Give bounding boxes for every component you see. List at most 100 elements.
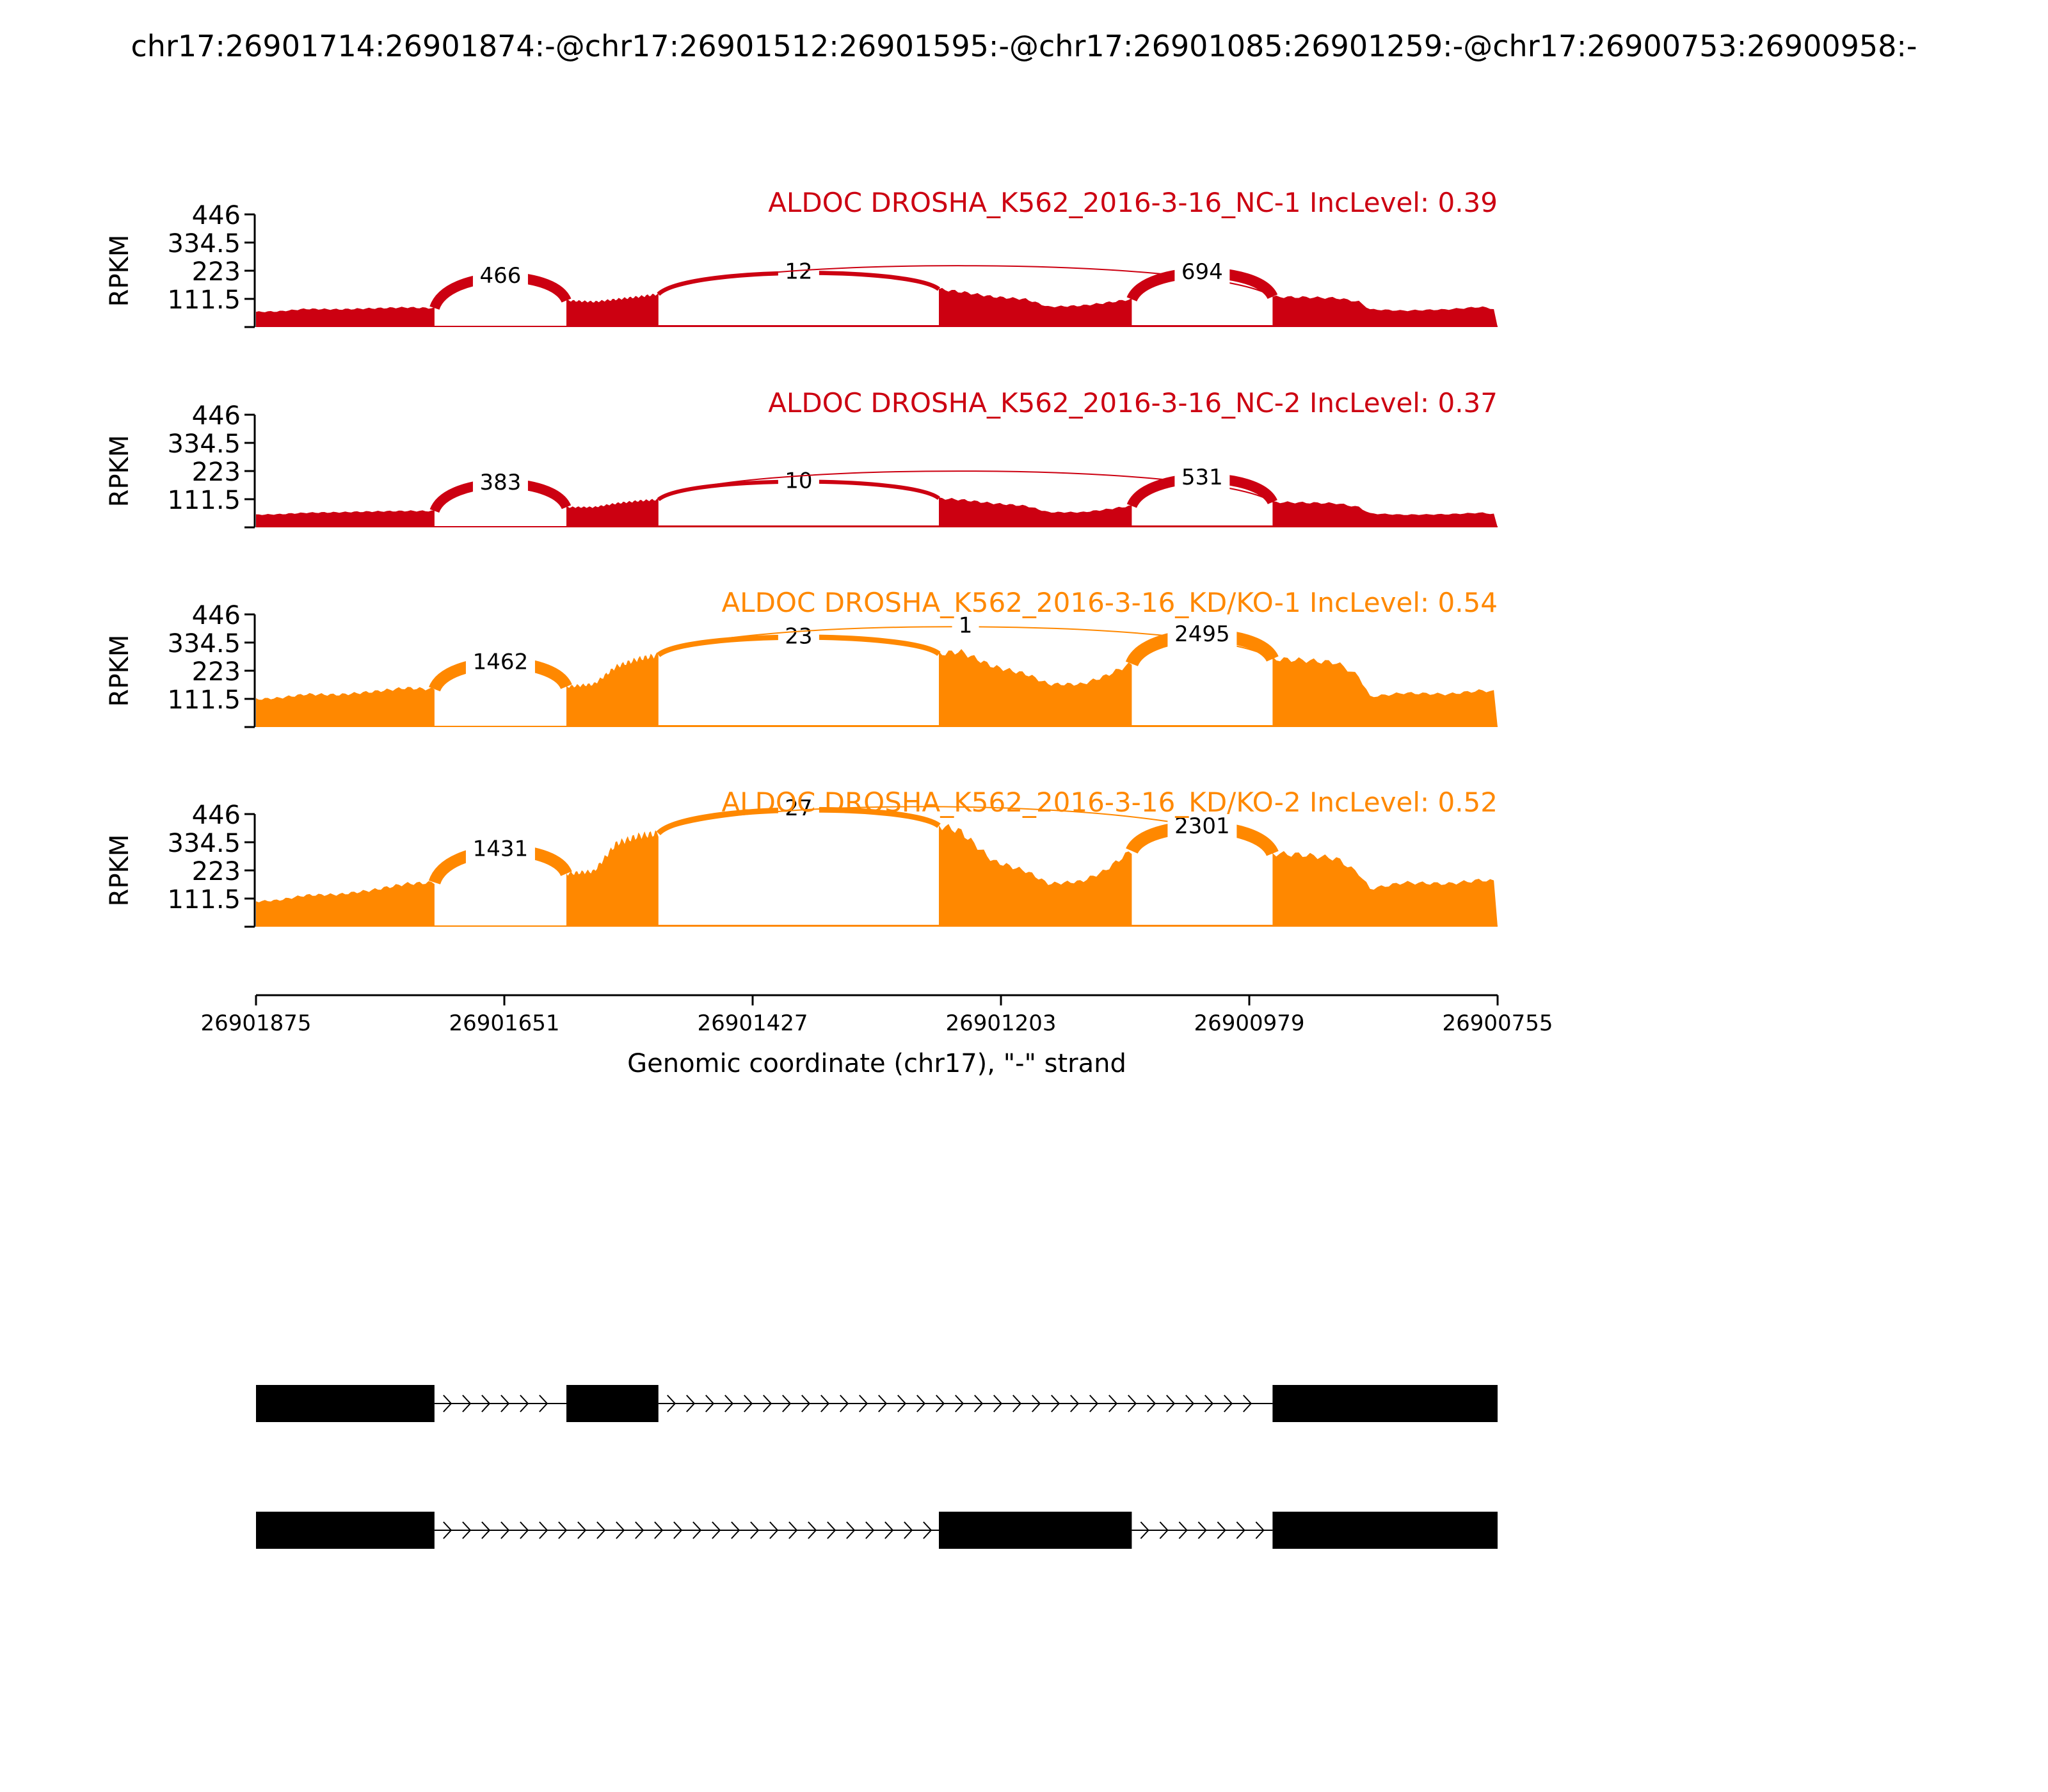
- strand-arrow: [462, 1521, 472, 1539]
- strand-arrow: [1197, 1521, 1207, 1539]
- coverage-area: [1272, 851, 1498, 927]
- strand-arrow: [539, 1395, 548, 1412]
- coverage-area: [566, 830, 659, 927]
- y-tick-label: 111.5: [167, 486, 241, 515]
- coverage-area: [939, 497, 1132, 527]
- coverage-area: [256, 307, 435, 327]
- strand-arrow: [859, 1395, 868, 1412]
- strand-arrow: [596, 1521, 606, 1539]
- y-axis-label: RPKM: [105, 835, 134, 907]
- strand-arrow: [443, 1521, 452, 1539]
- x-tick-label: 26901427: [697, 1011, 808, 1036]
- y-tick-label: 446: [192, 401, 241, 431]
- coverage-area: [1272, 501, 1498, 527]
- y-tick-label: 223: [192, 458, 241, 487]
- junction-count-label: 2301: [1174, 813, 1230, 839]
- strand-arrow: [744, 1395, 753, 1412]
- strand-arrow: [1051, 1395, 1060, 1412]
- junction-label-bg: [465, 835, 535, 864]
- strand-arrow: [500, 1521, 510, 1539]
- sample-label: ALDOC DROSHA_K562_2016-3-16_NC-2 IncLeve…: [768, 387, 1498, 419]
- junction-count-label: 694: [1181, 259, 1223, 285]
- strand-arrow: [1108, 1395, 1118, 1412]
- strand-arrow: [1217, 1521, 1226, 1539]
- strand-arrow: [692, 1521, 702, 1539]
- y-tick-label: 223: [192, 857, 241, 886]
- sample-label: ALDOC DROSHA_K562_2016-3-16_KD/KO-1 IncL…: [721, 587, 1498, 618]
- strand-arrow: [558, 1521, 568, 1539]
- strand-arrow: [846, 1521, 856, 1539]
- exon-block: [256, 1512, 435, 1549]
- coverage-area: [256, 510, 435, 527]
- strand-arrow: [820, 1395, 830, 1412]
- strand-arrow: [654, 1521, 664, 1539]
- exon-block: [256, 1385, 435, 1422]
- strand-arrow: [616, 1521, 625, 1539]
- junction-label-bg: [778, 258, 819, 287]
- junction-count-label: 383: [479, 470, 521, 495]
- strand-arrow: [1204, 1395, 1214, 1412]
- strand-arrow: [686, 1395, 696, 1412]
- y-axis-label: RPKM: [105, 235, 134, 307]
- exon-block: [1272, 1385, 1498, 1422]
- strand-arrow: [1243, 1395, 1252, 1412]
- y-tick-label: 334.5: [167, 229, 241, 259]
- strand-arrow: [1178, 1521, 1188, 1539]
- junction-count-label: 531: [1181, 465, 1223, 490]
- x-tick-label: 26900755: [1442, 1011, 1553, 1036]
- strand-arrow: [1166, 1395, 1176, 1412]
- exon-block: [566, 1385, 659, 1422]
- strand-arrow: [1032, 1395, 1041, 1412]
- strand-arrow: [1236, 1521, 1245, 1539]
- strand-arrow: [936, 1395, 945, 1412]
- exon-block: [1272, 1512, 1498, 1549]
- junction-count-label: 1: [959, 613, 973, 639]
- strand-arrow: [801, 1395, 811, 1412]
- strand-arrow: [840, 1395, 849, 1412]
- strand-arrow: [731, 1521, 740, 1539]
- y-tick-label: 446: [192, 801, 241, 830]
- junction-count-label: 23: [785, 623, 812, 649]
- x-tick-label: 26901203: [945, 1011, 1056, 1036]
- strand-arrow: [1012, 1395, 1022, 1412]
- x-tick-label: 26901651: [449, 1011, 559, 1036]
- coverage-area: [566, 292, 659, 327]
- y-tick-label: 446: [192, 201, 241, 230]
- strand-arrow: [1255, 1521, 1265, 1539]
- coverage-area: [566, 652, 659, 727]
- strand-arrow: [904, 1521, 913, 1539]
- y-tick-label: 111.5: [167, 685, 241, 715]
- x-tick-label: 26901875: [200, 1011, 311, 1036]
- y-tick-label: 334.5: [167, 829, 241, 858]
- junction-count-label: 1462: [473, 649, 529, 675]
- strand-arrow: [827, 1521, 836, 1539]
- exon-block: [939, 1512, 1132, 1549]
- figure-title: chr17:26901714:26901874:-@chr17:26901512…: [131, 29, 1917, 63]
- strand-arrow: [712, 1521, 721, 1539]
- strand-arrow: [993, 1395, 1003, 1412]
- y-tick-label: 111.5: [167, 285, 241, 315]
- strand-arrow: [481, 1521, 491, 1539]
- strand-arrow: [1185, 1395, 1195, 1412]
- strand-arrow: [750, 1521, 760, 1539]
- y-tick-label: 446: [192, 601, 241, 630]
- strand-arrow: [1140, 1521, 1149, 1539]
- coverage-area: [256, 881, 435, 927]
- strand-arrow: [673, 1521, 683, 1539]
- strand-arrow: [539, 1521, 548, 1539]
- strand-arrow: [462, 1395, 472, 1412]
- strand-arrow: [443, 1395, 452, 1412]
- junction-count-label: 2495: [1174, 621, 1230, 647]
- strand-arrow: [705, 1395, 715, 1412]
- strand-arrow: [1128, 1395, 1137, 1412]
- strand-arrow: [577, 1521, 587, 1539]
- junction-count-label: 27: [785, 796, 812, 821]
- y-axis-label: RPKM: [105, 435, 134, 508]
- strand-arrow: [520, 1395, 529, 1412]
- sample-label: ALDOC DROSHA_K562_2016-3-16_NC-1 IncLeve…: [768, 187, 1498, 218]
- strand-arrow: [635, 1521, 644, 1539]
